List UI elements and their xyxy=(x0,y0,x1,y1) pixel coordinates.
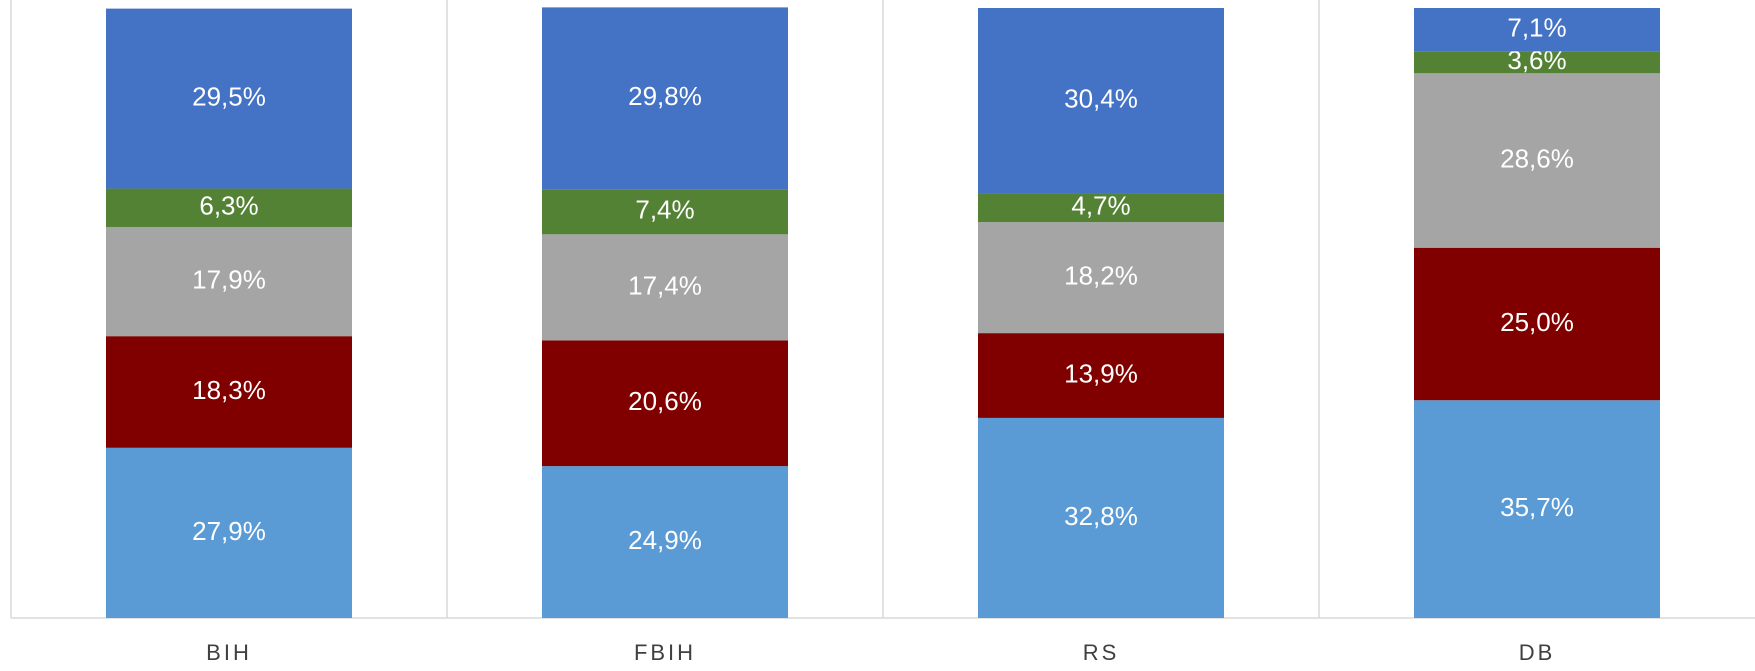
data-label: 32,8% xyxy=(1064,501,1138,531)
bar-segment xyxy=(542,466,788,618)
bar-segment xyxy=(1414,51,1660,74)
bar-segment xyxy=(542,234,788,341)
data-label: 25,0% xyxy=(1500,307,1574,337)
bar-segment xyxy=(1414,400,1660,618)
bar-segment xyxy=(978,333,1224,418)
data-label: 17,4% xyxy=(628,270,702,300)
data-label: 27,9% xyxy=(192,516,266,546)
bar-segment xyxy=(978,193,1224,223)
data-label: 30,4% xyxy=(1064,84,1138,114)
data-label: 7,1% xyxy=(1507,13,1566,43)
bar-segment xyxy=(1414,73,1660,248)
bar-segment xyxy=(106,226,352,337)
bar-segment xyxy=(542,340,788,467)
data-label: 29,5% xyxy=(192,81,266,111)
bar-segment xyxy=(978,222,1224,334)
x-tick-label: DB xyxy=(1519,640,1556,665)
bar-segment xyxy=(106,336,352,448)
bar-segment xyxy=(1414,247,1660,401)
data-label: 17,9% xyxy=(192,264,266,294)
data-label: 28,6% xyxy=(1500,143,1574,173)
bar-segment xyxy=(978,417,1224,618)
data-label: 6,3% xyxy=(199,191,258,221)
x-tick-label: BIH xyxy=(206,640,252,665)
bar-segment xyxy=(542,189,788,235)
bar-segment xyxy=(106,447,352,618)
data-label: 18,2% xyxy=(1064,260,1138,290)
bar-segment xyxy=(1414,8,1660,52)
bar-segment xyxy=(106,188,352,227)
data-label: 7,4% xyxy=(635,195,694,225)
data-label: 29,8% xyxy=(628,81,702,111)
data-label: 24,9% xyxy=(628,525,702,555)
bar-segment xyxy=(542,7,788,190)
x-tick-label: RS xyxy=(1083,640,1120,665)
data-label: 20,6% xyxy=(628,386,702,416)
bar-segment xyxy=(106,8,352,189)
data-label: 35,7% xyxy=(1500,492,1574,522)
bar-segment xyxy=(978,8,1224,194)
x-tick-label: FBIH xyxy=(634,640,696,665)
data-label: 18,3% xyxy=(192,375,266,405)
data-label: 13,9% xyxy=(1064,358,1138,388)
data-label: 4,7% xyxy=(1071,191,1130,221)
